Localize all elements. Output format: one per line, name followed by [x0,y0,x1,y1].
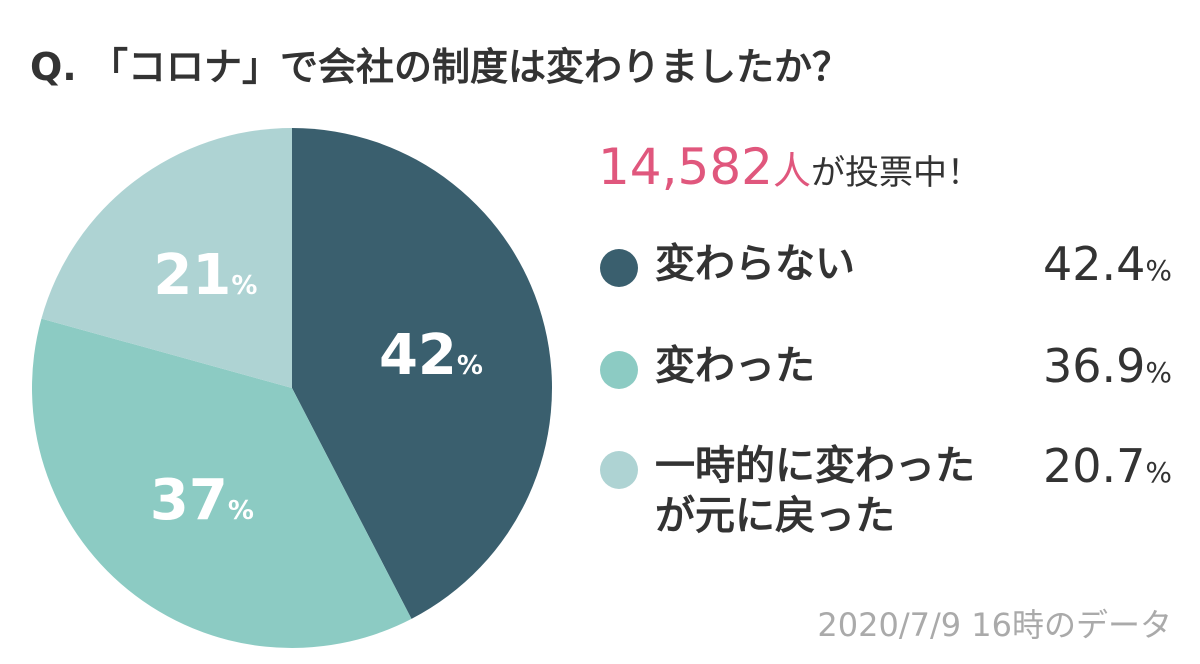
pie-slice [41,128,293,388]
footnote: 2020/7/9 16時のデータ [817,606,1172,644]
legend-marker [600,351,638,389]
count: 14,582 [598,138,773,196]
legend-label: 一時的に変わったが元に戻った [655,443,975,539]
legend-marker [600,249,638,287]
pie-slice [292,128,552,619]
pie-slice [31,318,412,648]
legend-value: 20.7% [1042,439,1172,493]
legend-value: 42.4% [1042,237,1172,291]
vote-text: が投票中！ [810,153,981,193]
legend-value: 36.9% [1042,339,1172,393]
slice-label: 37% [150,468,254,533]
count-unit: 人 [772,149,811,193]
vote-count: 14,582人が投票中！ [598,138,981,196]
pie-chart: 42%37%21% [31,128,552,648]
title: Q. 「コロナ」で会社の制度は変わりましたか？ [30,45,850,89]
legend-label: 変わった [655,343,815,389]
legend-label: 変わらない [655,241,855,287]
legend-marker [600,451,638,489]
